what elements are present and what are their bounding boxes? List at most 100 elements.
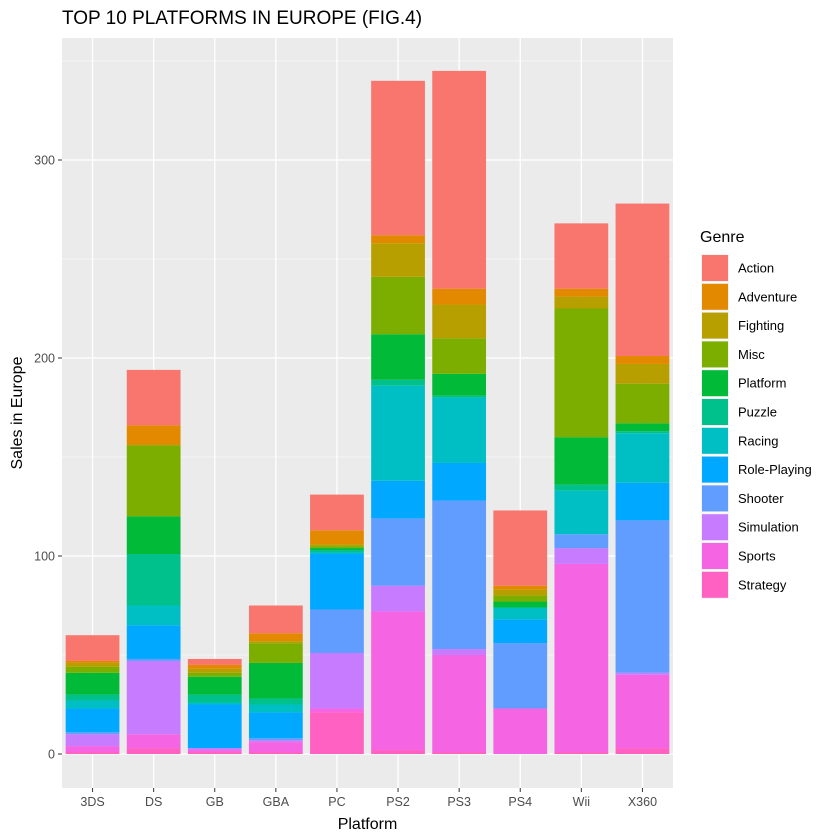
y-tick-label: 0 bbox=[48, 748, 55, 762]
x-tick-label: X360 bbox=[628, 795, 657, 809]
bar-segment-ps4-shooter bbox=[493, 643, 548, 709]
bar-segment-x360-simulation bbox=[615, 672, 670, 675]
legend-title: Genre bbox=[700, 229, 745, 246]
bar-segment-wii-action bbox=[554, 223, 609, 289]
bar-segment-gba-simulation bbox=[248, 740, 303, 743]
bar-segment-ps2-simulation bbox=[371, 585, 425, 612]
legend-label: Misc bbox=[738, 347, 765, 362]
bar-segment-gba-fighting bbox=[248, 641, 303, 644]
bar-segment-ps2-misc bbox=[371, 276, 425, 335]
bar-segment-ds-sports bbox=[126, 734, 181, 749]
legend-label: Sports bbox=[738, 549, 776, 564]
bar-segment-ps4-action bbox=[493, 510, 548, 586]
bar-segment-gba-shooter bbox=[248, 738, 303, 741]
bar-segment-ps3-shooter bbox=[432, 500, 487, 650]
legend-label: Action bbox=[738, 261, 774, 276]
bar-segment-ps2-action bbox=[371, 80, 425, 236]
bar-segment-gb-sports bbox=[187, 750, 242, 753]
bar-segment-ps3-misc bbox=[432, 338, 487, 374]
bars bbox=[65, 70, 670, 754]
bar-segment-3ds-shooter bbox=[65, 732, 120, 735]
legend-label: Puzzle bbox=[738, 405, 777, 420]
bar-segment-x360-puzzle bbox=[615, 431, 670, 434]
bar-segment-pc-strategy bbox=[310, 712, 364, 754]
bar-segment-gba-strategy bbox=[248, 752, 303, 754]
bar-segment-ps3-simulation bbox=[432, 649, 487, 655]
bar-segment-gb-action bbox=[187, 658, 242, 665]
bar-segment-gb-platform bbox=[187, 676, 242, 695]
bar-segment-3ds-simulation bbox=[65, 734, 120, 747]
bar-segment-x360-shooter bbox=[615, 520, 670, 673]
bar-segment-wii-strategy bbox=[554, 752, 609, 754]
bar-segment-ps4-misc bbox=[493, 595, 548, 602]
bar-segment-wii-puzzle bbox=[554, 484, 609, 491]
bar-segment-3ds-fighting bbox=[65, 662, 120, 667]
bar-segment-wii-simulation bbox=[554, 548, 609, 564]
bar-segment-ps2-platform bbox=[371, 334, 425, 380]
bar-segment-wii-adventure bbox=[554, 288, 609, 297]
bar-segment-ps3-strategy bbox=[432, 752, 487, 754]
bar-segment-gb-fighting bbox=[187, 668, 242, 673]
bar-segment-pc-fighting bbox=[310, 544, 364, 547]
bar-segment-3ds-puzzle bbox=[65, 694, 120, 701]
bar-segment-ds-platform bbox=[126, 516, 181, 555]
bar-segment-x360-fighting bbox=[615, 363, 670, 384]
legend-swatch bbox=[702, 456, 728, 483]
bar-segment-ps4-sports bbox=[493, 708, 548, 754]
bar-segment-ps3-puzzle bbox=[432, 395, 487, 398]
legend-swatch bbox=[702, 312, 728, 339]
bar-segment-ds-simulation bbox=[126, 660, 181, 735]
bar-segment-ds-adventure bbox=[126, 425, 181, 446]
y-tick-label: 300 bbox=[34, 154, 55, 168]
bar-segment-gb-strategy bbox=[187, 752, 242, 754]
legend-label: Strategy bbox=[738, 577, 787, 592]
bar-segment-3ds-sports bbox=[65, 746, 120, 753]
legend-swatch bbox=[702, 543, 728, 569]
bar-segment-3ds-platform bbox=[65, 672, 120, 695]
bar-segment-gba-racing bbox=[248, 704, 303, 713]
bar-segment-3ds-adventure bbox=[65, 660, 120, 663]
x-tick-label: PS2 bbox=[386, 795, 410, 809]
bar-segment-gba-sports bbox=[248, 742, 303, 753]
y-axis-title: Sales in Europe bbox=[9, 356, 26, 469]
bar-segment-pc-misc bbox=[310, 546, 364, 549]
x-tick-label: GBA bbox=[263, 795, 290, 809]
bar-segment-wii-platform bbox=[554, 437, 609, 485]
bar-segment-gba-role-playing bbox=[248, 712, 303, 739]
bar-segment-x360-adventure bbox=[615, 356, 670, 364]
bar-segment-ps4-adventure bbox=[493, 585, 548, 590]
bar-segment-wii-shooter bbox=[554, 534, 609, 549]
bar-segment-x360-sports bbox=[615, 674, 670, 749]
bar-segment-pc-puzzle bbox=[310, 550, 364, 553]
bar-segment-wii-sports bbox=[554, 563, 609, 753]
legend-label: Shooter bbox=[738, 491, 784, 506]
bar-segment-ps2-role-playing bbox=[371, 480, 425, 519]
legend-swatch bbox=[702, 399, 728, 425]
bar-segment-ps3-fighting bbox=[432, 304, 487, 339]
bar-segment-gba-platform bbox=[248, 662, 303, 699]
bar-segment-ds-action bbox=[126, 369, 181, 426]
bar-segment-gba-puzzle bbox=[248, 698, 303, 705]
legend-swatch bbox=[702, 370, 728, 397]
bar-segment-ds-misc bbox=[126, 445, 181, 517]
legend-swatch bbox=[702, 485, 728, 512]
bar-segment-wii-racing bbox=[554, 490, 609, 535]
legend-label: Racing bbox=[738, 433, 778, 448]
bar-segment-pc-shooter bbox=[310, 609, 364, 654]
bar-segment-pc-simulation bbox=[310, 653, 364, 709]
legend-swatch bbox=[702, 283, 728, 310]
bar-segment-ps3-role-playing bbox=[432, 462, 487, 501]
bar-segment-gb-misc bbox=[187, 672, 242, 677]
bar-segment-3ds-racing bbox=[65, 700, 120, 709]
bar-segment-3ds-strategy bbox=[65, 752, 120, 754]
bar-segment-ps2-puzzle bbox=[371, 379, 425, 386]
bar-segment-ps2-strategy bbox=[371, 750, 425, 754]
bar-segment-ds-role-playing bbox=[126, 625, 181, 659]
legend-label: Adventure bbox=[738, 289, 797, 304]
bar-segment-3ds-misc bbox=[65, 666, 120, 673]
x-tick-label: DS bbox=[145, 795, 162, 809]
x-tick-label: Wii bbox=[573, 795, 590, 809]
bar-segment-x360-role-playing bbox=[615, 482, 670, 521]
legend-label: Role-Playing bbox=[738, 462, 812, 477]
bar-segment-ps3-sports bbox=[432, 655, 487, 753]
